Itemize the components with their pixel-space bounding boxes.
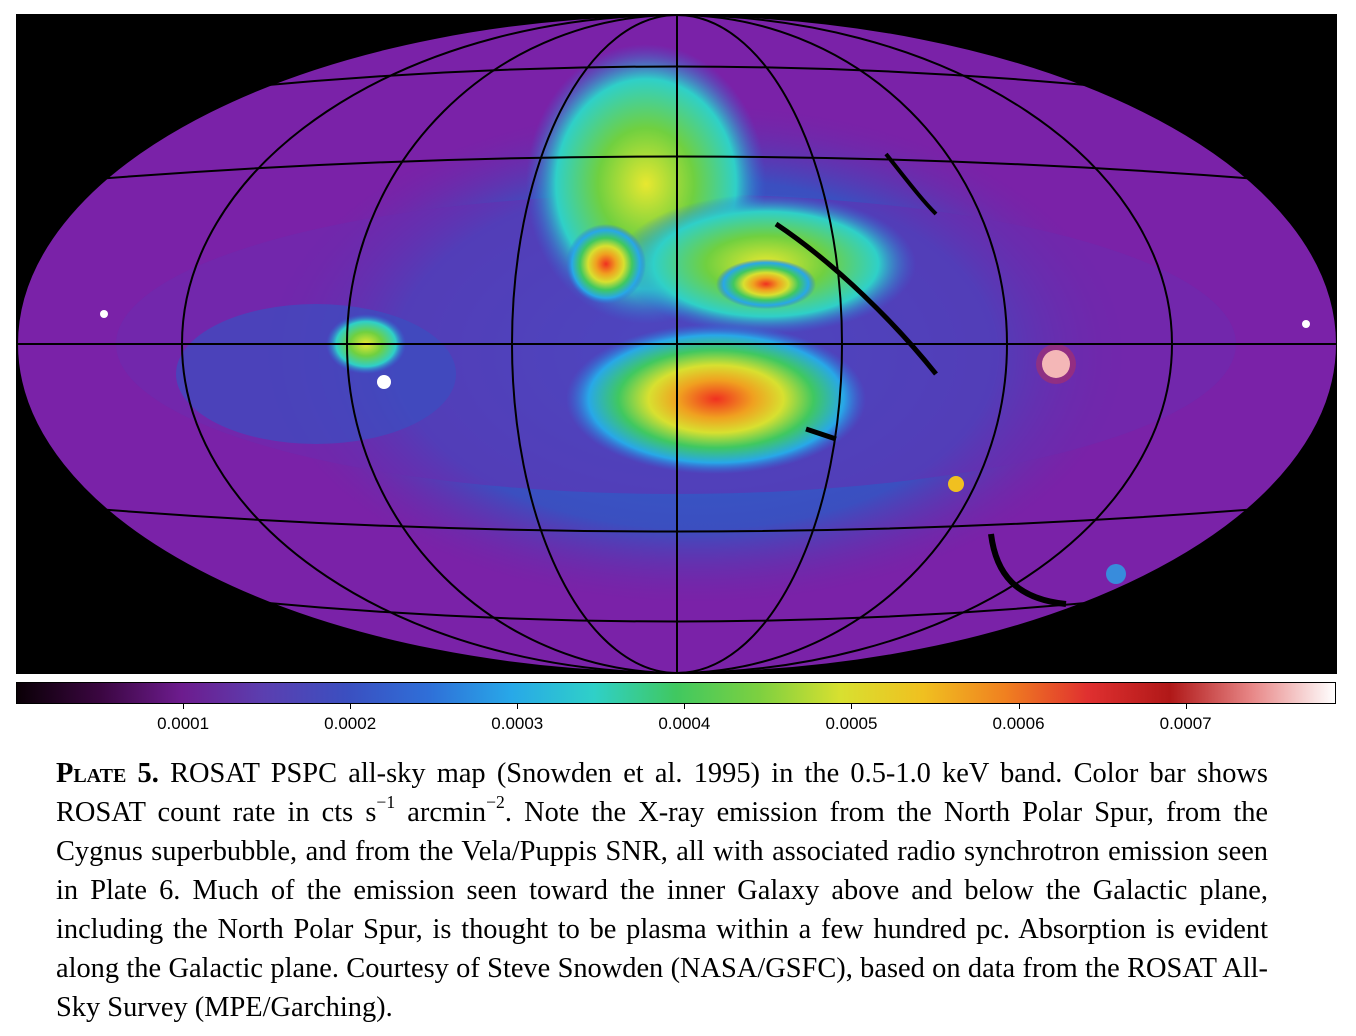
color-bar-tick [517, 704, 519, 709]
color-bar-tick [350, 704, 352, 709]
color-bar [16, 682, 1336, 704]
unit-cts: cts s [321, 797, 377, 828]
color-bar-tick-label: 0.0004 [658, 714, 711, 733]
figure-caption: Plate 5. ROSAT PSPC all-sky map (Snowden… [56, 754, 1268, 1027]
unit-arcmin: arcmin [395, 797, 487, 828]
color-bar-tick-label: 0.0005 [825, 714, 878, 733]
color-bar-tick-label: 0.0002 [324, 714, 377, 733]
color-bar-tick-label: 0.0007 [1159, 714, 1212, 733]
color-bar-tick [183, 704, 185, 709]
plate-label: Plate 5. [56, 758, 159, 789]
color-bar-tick-label: 0.0003 [491, 714, 544, 733]
unit-exp1: −1 [376, 791, 396, 812]
color-bar-tick [1185, 704, 1187, 709]
color-bar-tick [851, 704, 853, 709]
color-bar-tick-label: 0.0006 [992, 714, 1045, 733]
caption-text-1: ROSAT PSPC all-sky map (Snowden et al. 1… [56, 758, 1268, 828]
color-bar-axis: 0.0001 0.0002 0.0003 0.0004 0.0005 0.0006 0.00… [16, 704, 1336, 738]
color-bar-tick-label: 0.0001 [157, 714, 210, 733]
rosat-all-sky-map-image [16, 14, 1337, 674]
caption-text-2: . Note the X-ray emission from the North… [56, 797, 1268, 1023]
color-bar-tick [1018, 704, 1020, 709]
all-sky-map [16, 14, 1337, 674]
color-bar-tick [684, 704, 686, 709]
unit-exp2: −2 [486, 791, 505, 812]
